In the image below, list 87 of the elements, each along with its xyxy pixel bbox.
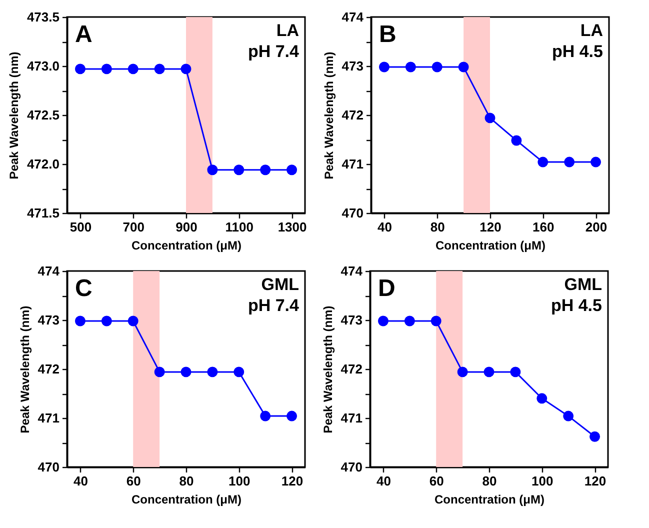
point <box>404 316 415 326</box>
x-tick-label: 700 <box>122 220 144 234</box>
point <box>538 156 548 168</box>
y-axis-title: Peak Wavelength (nm) <box>18 306 32 434</box>
point <box>484 112 496 124</box>
point <box>536 393 548 404</box>
x-tick-label: 1100 <box>225 220 254 234</box>
point <box>405 62 416 72</box>
annotation: pH 4.5 <box>550 296 602 315</box>
y-axis-title: Peak Wavelength (nm) <box>322 52 336 180</box>
y-tick-label: 471 <box>38 410 60 426</box>
point <box>458 62 469 72</box>
point <box>511 135 522 146</box>
x-tick-label: 120 <box>281 474 304 488</box>
point <box>260 410 271 422</box>
x-tick-label: 900 <box>176 220 198 234</box>
x-tick-label: 160 <box>532 220 554 234</box>
x-tick-label: 200 <box>585 220 608 234</box>
point <box>180 366 192 378</box>
point <box>484 366 494 378</box>
annotation: A <box>75 21 92 48</box>
x-tick-label: 1300 <box>278 220 307 234</box>
y-tick-label: 474 <box>38 264 60 278</box>
y-tick-label: 473.5 <box>26 10 60 24</box>
annotation: D <box>378 275 396 302</box>
point <box>590 156 602 168</box>
y-tick-label: 472 <box>342 108 364 122</box>
x-tick-label: 40 <box>73 474 88 488</box>
x-tick-label: 80 <box>430 220 445 234</box>
point <box>510 366 521 378</box>
point <box>590 431 600 442</box>
point <box>207 366 218 378</box>
x-axis-title: Concentration (μM) <box>434 492 544 506</box>
point <box>563 410 574 422</box>
y-axis-title: Peak Wavelength (nm) <box>6 52 21 180</box>
y-tick-label: 473 <box>38 312 60 328</box>
point <box>128 316 138 326</box>
x-axis-title: Concentration (μM) <box>132 492 242 506</box>
point <box>457 366 468 378</box>
x-tick-label: 40 <box>377 220 392 234</box>
point <box>378 316 388 326</box>
point <box>74 316 86 326</box>
point <box>430 316 442 326</box>
point <box>234 366 244 378</box>
annotation: B <box>379 21 396 48</box>
annotation: pH 7.4 <box>248 42 300 61</box>
y-tick-label: 473 <box>342 58 364 74</box>
x-tick-label: 60 <box>126 474 141 488</box>
y-tick-label: 474 <box>342 10 364 24</box>
x-tick-label: 100 <box>228 474 250 488</box>
y-tick-label: 474 <box>340 264 364 278</box>
y-tick-label: 471.5 <box>26 206 60 220</box>
x-tick-label: 60 <box>429 474 444 488</box>
y-tick-label: 470 <box>38 460 60 474</box>
y-tick-label: 472.0 <box>26 156 60 172</box>
x-tick-label: 100 <box>532 474 554 488</box>
y-tick-label: 471 <box>340 410 362 426</box>
point <box>432 62 442 72</box>
annotation: pH 7.4 <box>248 296 300 315</box>
y-axis-title: Peak Wavelength (nm) <box>320 306 335 434</box>
point <box>378 62 390 72</box>
y-tick-label: 472 <box>38 362 60 376</box>
y-tick-label: 470 <box>340 460 362 474</box>
x-tick-label: 80 <box>179 474 194 488</box>
annotation: GML <box>261 275 299 294</box>
x-tick-label: 40 <box>376 474 391 488</box>
y-tick-label: 472.5 <box>26 108 60 122</box>
annotation: C <box>75 275 92 302</box>
x-axis-title: Concentration (μM) <box>436 238 546 252</box>
x-tick-label: 80 <box>482 474 497 488</box>
point <box>564 156 575 168</box>
annotation: LA <box>580 21 603 40</box>
point <box>101 316 112 326</box>
annotation: pH 4.5 <box>552 42 603 61</box>
x-tick-label: 120 <box>480 220 502 234</box>
y-tick-label: 470 <box>342 206 364 220</box>
annotation: GML <box>564 275 602 294</box>
x-tick-label: 120 <box>584 474 606 488</box>
y-tick-label: 472 <box>340 362 362 376</box>
y-tick-label: 473 <box>340 312 362 328</box>
x-axis-title: Concentration (μM) <box>132 238 242 252</box>
point <box>286 410 298 422</box>
y-tick-label: 473.0 <box>26 58 60 74</box>
point <box>154 366 165 378</box>
y-tick-label: 471 <box>342 156 364 172</box>
annotation: LA <box>276 21 299 40</box>
x-tick-label: 500 <box>70 220 92 234</box>
